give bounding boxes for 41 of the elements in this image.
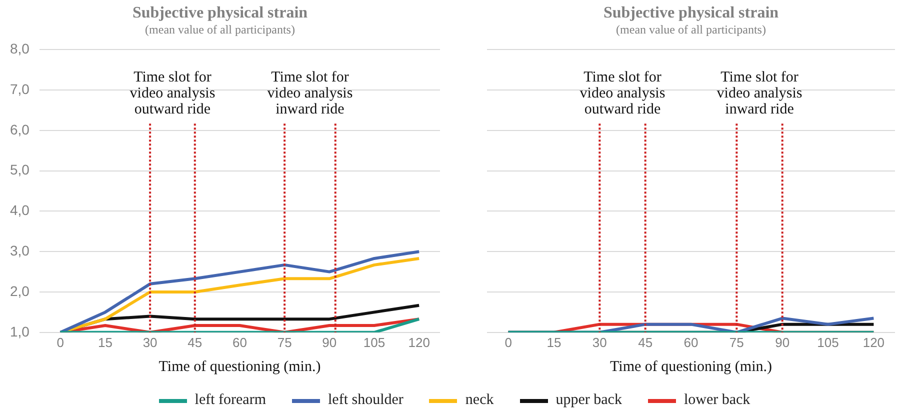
x-tick-label: 60 (684, 334, 698, 350)
chart-subtitle: (mean value of all participants) (145, 22, 295, 37)
legend-label: upper back (556, 392, 622, 409)
legend-label: neck (465, 392, 494, 409)
y-tick-label: 5,0 (10, 162, 30, 178)
y-tick-label: 8,0 (10, 40, 30, 56)
y-tick-label: 4,0 (10, 202, 30, 218)
x-tick-label: 90 (775, 334, 790, 350)
x-tick-label: 105 (363, 334, 386, 350)
annotation: Time slot for video analysis outward ride (580, 70, 666, 118)
legend-label: left forearm (194, 392, 266, 409)
x-tick-label: 15 (98, 334, 112, 350)
x-tick-label: 75 (277, 334, 292, 350)
x-tick-label: 75 (729, 334, 744, 350)
x-tick-label: 30 (142, 334, 158, 350)
x-tick-label: 0 (504, 334, 512, 350)
x-tick-label: 15 (546, 334, 562, 350)
annotation: Time slot for video analysis inward ride (716, 70, 802, 118)
chart-title: Subjective physical strain (603, 4, 779, 22)
x-tick-label: 45 (638, 334, 653, 350)
x-tick-label: 45 (188, 334, 202, 350)
x-tick-label: 90 (322, 334, 337, 350)
annotation: Time slot for video analysis inward ride (267, 70, 353, 118)
x-axis-title: Time of questioning (min.) (610, 358, 772, 375)
chart-subtitle: (mean value of all participants) (616, 22, 766, 37)
y-tick-label: 2,0 (10, 282, 30, 299)
y-tick-label: 7,0 (10, 80, 30, 97)
chart-title: Subjective physical strain (132, 4, 308, 22)
annotation: Time slot for video analysis outward ride (130, 70, 216, 118)
x-tick-label: 120 (862, 334, 885, 350)
y-tick-label: 3,0 (10, 242, 30, 258)
y-tick-label: 6,0 (10, 121, 30, 138)
x-tick-label: 120 (408, 334, 430, 350)
legend-label: left shoulder (328, 392, 404, 409)
x-tick-label: 105 (817, 334, 839, 350)
y-tick-label: 1,0 (10, 323, 30, 340)
x-axis-title: Time of questioning (min.) (158, 358, 321, 375)
x-tick-label: 0 (56, 334, 64, 350)
legend-label: lower back (684, 392, 750, 409)
x-tick-label: 30 (592, 334, 607, 350)
x-tick-label: 60 (232, 334, 247, 350)
